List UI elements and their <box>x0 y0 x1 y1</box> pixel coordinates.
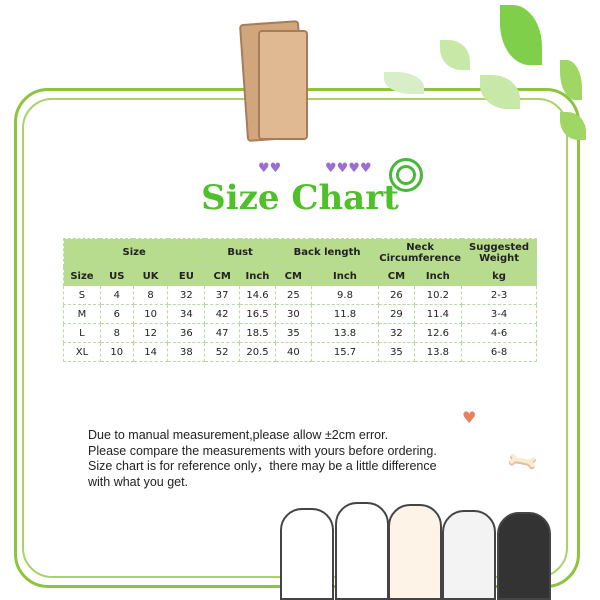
table-cell: 38 <box>167 342 206 362</box>
leaf-icon <box>384 72 424 94</box>
table-cell: 25 <box>274 285 312 305</box>
sub-header-row: Size US UK EU CM Inch CM Inch CM Inch kg <box>63 266 537 286</box>
table-cell: 42 <box>204 304 241 324</box>
table-cell: 8 <box>99 323 134 343</box>
table-cell: 32 <box>167 285 206 305</box>
table-cell: 10 <box>99 342 134 362</box>
sub-header: UK <box>132 266 169 286</box>
table-cell: S <box>63 285 101 305</box>
heart-icon: ♥♥ <box>258 161 282 176</box>
sub-header: CM <box>274 266 312 286</box>
sub-header: CM <box>378 266 415 286</box>
sub-header: kg <box>461 266 537 286</box>
note-line: Due to manual measurement,please allow ±… <box>88 428 389 442</box>
note-line: Size chart is for reference only，there m… <box>88 459 437 473</box>
group-header-row: Size Bust Back length Neck Circumference… <box>62 238 537 267</box>
table-row: L 8 12 36 47 18.5 35 13.8 32 12.6 4-6 <box>63 323 537 343</box>
size-table: Size Bust Back length Neck Circumference… <box>62 238 537 362</box>
notes: Due to manual measurement,please allow ±… <box>88 428 437 490</box>
table-cell: 2-3 <box>461 285 537 305</box>
table-cell: 10 <box>132 304 169 324</box>
leaf-icon <box>500 5 542 65</box>
table-cell: 12 <box>132 323 169 343</box>
group-header: Back length <box>274 238 380 267</box>
table-cell: 11.8 <box>310 304 380 324</box>
table-cell: 18.5 <box>239 323 276 343</box>
heart-icon: ♥♥♥♥ <box>325 161 372 176</box>
sub-header: Inch <box>310 266 380 286</box>
table-cell: 35 <box>274 323 312 343</box>
sub-header: CM <box>204 266 241 286</box>
sub-header: Size <box>63 266 101 286</box>
table-cell: 14 <box>132 342 169 362</box>
table-cell: 40 <box>274 342 312 362</box>
note-line: Please compare the measurements with you… <box>88 443 437 458</box>
leaf-icon <box>440 40 470 70</box>
sub-header: US <box>99 266 134 286</box>
table-row: S 4 8 32 37 14.6 25 9.8 26 10.2 2-3 <box>63 285 537 305</box>
cat-icon <box>388 504 442 600</box>
group-header: Size <box>62 238 206 267</box>
heart-icon: ♥ <box>462 408 477 427</box>
table-cell: 30 <box>274 304 312 324</box>
table-cell: 16.5 <box>239 304 276 324</box>
table-cell: 13.8 <box>413 342 463 362</box>
table-cell: 6-8 <box>461 342 537 362</box>
table-cell: XL <box>63 342 101 362</box>
note-line: with what you get. <box>88 474 189 489</box>
table-cell: 52 <box>204 342 241 362</box>
table-cell: 4 <box>99 285 134 305</box>
table-cell: 3-4 <box>461 304 537 324</box>
cat-icon <box>335 502 389 600</box>
table-cell: 8 <box>132 285 169 305</box>
leaf-icon <box>560 60 582 100</box>
cat-icon <box>497 512 551 600</box>
table-row: XL 10 14 38 52 20.5 40 15.7 35 13.8 6-8 <box>63 342 537 362</box>
table-cell: L <box>63 323 101 343</box>
page-title: Size Chart <box>201 178 399 218</box>
group-header: Bust <box>204 238 276 267</box>
table-cell: 14.6 <box>239 285 276 305</box>
table-cell: 11.4 <box>413 304 463 324</box>
table-cell: 20.5 <box>239 342 276 362</box>
clip-decoration-front <box>258 30 308 140</box>
table-cell: 12.6 <box>413 323 463 343</box>
table-cell: 47 <box>204 323 241 343</box>
table-cell: 36 <box>167 323 206 343</box>
table-cell: 9.8 <box>310 285 380 305</box>
group-header: Neck Circumference <box>378 238 463 267</box>
group-header: Suggested Weight <box>461 238 537 267</box>
cat-icon <box>280 508 334 600</box>
sub-header: EU <box>167 266 206 286</box>
table-cell: 34 <box>167 304 206 324</box>
table-cell: M <box>63 304 101 324</box>
sub-header: Inch <box>413 266 463 286</box>
cat-icon <box>442 510 496 600</box>
table-cell: 37 <box>204 285 241 305</box>
sub-header: Inch <box>239 266 276 286</box>
table-cell: 26 <box>378 285 415 305</box>
table-cell: 29 <box>378 304 415 324</box>
swirl-icon <box>389 158 423 192</box>
table-cell: 35 <box>378 342 415 362</box>
table-row: M 6 10 34 42 16.5 30 11.8 29 11.4 3-4 <box>63 304 537 324</box>
table-cell: 6 <box>99 304 134 324</box>
table-cell: 32 <box>378 323 415 343</box>
table-cell: 15.7 <box>310 342 380 362</box>
table-cell: 13.8 <box>310 323 380 343</box>
table-cell: 4-6 <box>461 323 537 343</box>
table-cell: 10.2 <box>413 285 463 305</box>
